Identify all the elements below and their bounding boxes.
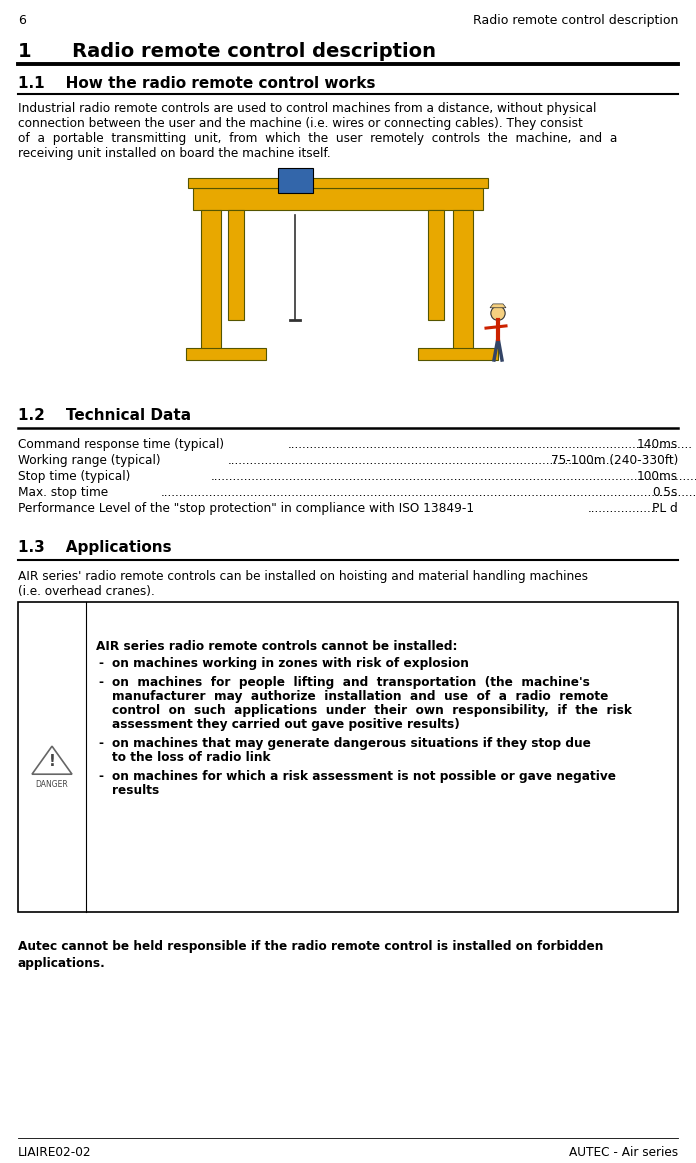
Text: -: -	[98, 737, 103, 750]
Text: Max. stop time: Max. stop time	[18, 486, 108, 499]
Text: Radio remote control description: Radio remote control description	[473, 14, 678, 27]
Text: DANGER: DANGER	[35, 780, 68, 790]
Text: Command response time (typical): Command response time (typical)	[18, 438, 224, 451]
Text: 140ms: 140ms	[637, 438, 678, 451]
Text: ................................................................................: ........................................…	[161, 486, 696, 499]
Text: AUTEC - Air series: AUTEC - Air series	[569, 1146, 678, 1160]
Bar	[453, 211, 473, 350]
Text: Industrial radio remote controls are used to control machines from a distance, w: Industrial radio remote controls are use…	[18, 102, 596, 115]
Text: Working range (typical): Working range (typical)	[18, 454, 161, 468]
Text: PL d: PL d	[652, 502, 678, 515]
Text: connection between the user and the machine (i.e. wires or connecting cables). T: connection between the user and the mach…	[18, 117, 583, 130]
Text: to the loss of radio link: to the loss of radio link	[112, 751, 271, 764]
Text: 75-100m (240-330ft): 75-100m (240-330ft)	[551, 454, 678, 468]
Bar	[228, 211, 244, 320]
Text: 1.1    How the radio remote control works: 1.1 How the radio remote control works	[18, 76, 376, 91]
Text: 1      Radio remote control description: 1 Radio remote control description	[18, 42, 436, 60]
Text: AIR series' radio remote controls can be installed on hoisting and material hand: AIR series' radio remote controls can be…	[18, 570, 588, 583]
Text: control  on  such  applications  under  their  own  responsibility,  if  the  ri: control on such applications under their…	[112, 704, 632, 718]
Text: 100ms: 100ms	[637, 470, 678, 483]
Text: ................................................................................: ........................................…	[288, 438, 693, 451]
Text: applications.: applications.	[18, 957, 106, 970]
Text: -: -	[98, 770, 103, 783]
Text: on  machines  for  people  lifting  and  transportation  (the  machine's: on machines for people lifting and trans…	[112, 676, 590, 688]
Text: (i.e. overhead cranes).: (i.e. overhead cranes).	[18, 585, 155, 598]
Text: on machines for which a risk assessment is not possible or gave negative: on machines for which a risk assessment …	[112, 770, 616, 783]
Text: ................................................................................: ........................................…	[211, 470, 696, 483]
Text: -: -	[98, 676, 103, 688]
Polygon shape	[490, 304, 506, 308]
Text: receiving unit installed on board the machine itself.: receiving unit installed on board the ma…	[18, 147, 331, 160]
Text: 1.2    Technical Data: 1.2 Technical Data	[18, 408, 191, 423]
Text: Performance Level of the "stop protection" in compliance with ISO 13849-1: Performance Level of the "stop protectio…	[18, 502, 474, 515]
Text: !: !	[49, 754, 56, 769]
Bar	[193, 188, 483, 211]
Text: Stop time (typical): Stop time (typical)	[18, 470, 130, 483]
Text: ................................................................................: ........................................…	[228, 454, 615, 468]
Bar	[418, 348, 498, 361]
Text: 1.3    Applications: 1.3 Applications	[18, 540, 172, 555]
Polygon shape	[32, 747, 72, 775]
Text: 0.5s: 0.5s	[653, 486, 678, 499]
Text: on machines working in zones with risk of explosion: on machines working in zones with risk o…	[112, 657, 469, 670]
Bar	[278, 167, 313, 193]
Text: assessment they carried out gave positive results): assessment they carried out gave positiv…	[112, 718, 460, 732]
Bar	[188, 178, 488, 188]
Text: Autec cannot be held responsible if the radio remote control is installed on for: Autec cannot be held responsible if the …	[18, 940, 603, 952]
Text: of  a  portable  transmitting  unit,  from  which  the  user  remotely  controls: of a portable transmitting unit, from wh…	[18, 131, 617, 145]
Bar	[201, 211, 221, 350]
Circle shape	[491, 306, 505, 320]
Text: results: results	[112, 784, 159, 797]
Text: 6: 6	[18, 14, 26, 27]
Text: ...................: ...................	[588, 502, 659, 515]
Text: LIAIRE02-02: LIAIRE02-02	[18, 1146, 92, 1160]
Text: AIR series radio remote controls cannot be installed:: AIR series radio remote controls cannot …	[96, 640, 457, 652]
Bar	[186, 348, 266, 361]
Bar	[18, 602, 678, 912]
Text: manufacturer  may  authorize  installation  and  use  of  a  radio  remote: manufacturer may authorize installation …	[112, 690, 608, 702]
Bar	[428, 211, 444, 320]
Text: on machines that may generate dangerous situations if they stop due: on machines that may generate dangerous …	[112, 737, 591, 750]
Text: -: -	[98, 657, 103, 670]
